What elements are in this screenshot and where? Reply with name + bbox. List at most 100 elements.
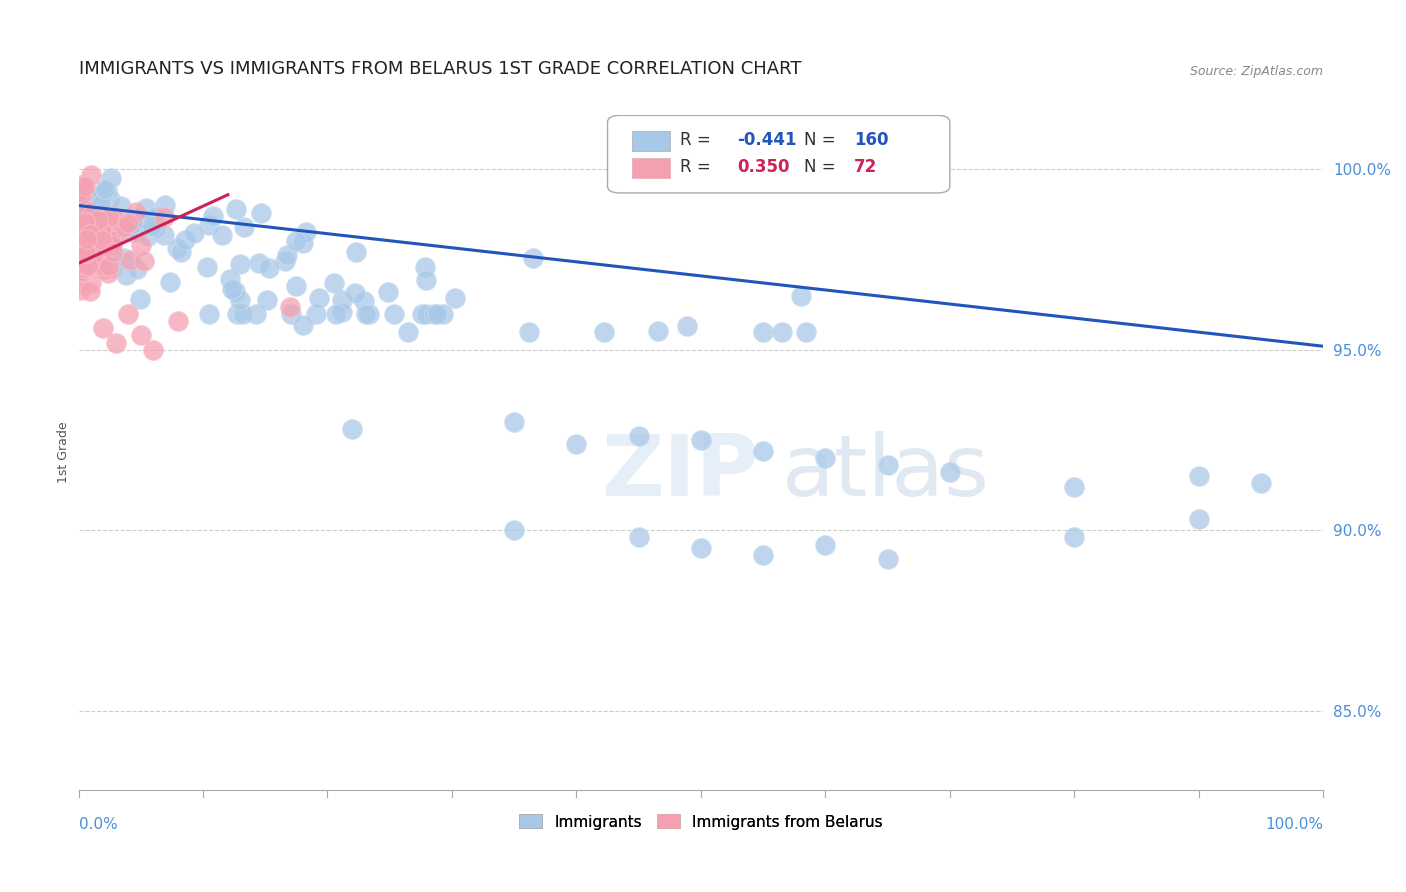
Point	[752, 443, 775, 458]
Point	[82, 210, 104, 224]
Point	[129, 237, 152, 252]
Point	[101, 261, 124, 276]
Point	[79, 227, 101, 241]
Point	[876, 458, 898, 473]
Point	[141, 219, 163, 234]
Point	[1063, 530, 1085, 544]
Point	[75, 187, 97, 202]
Point	[69, 228, 91, 243]
Point	[132, 254, 155, 268]
Point	[80, 222, 103, 236]
Point	[201, 209, 224, 223]
Point	[183, 226, 205, 240]
Point	[382, 307, 405, 321]
Text: 72: 72	[853, 158, 877, 177]
Point	[396, 325, 419, 339]
Point	[790, 288, 813, 302]
Legend: Immigrants, Immigrants from Belarus: Immigrants, Immigrants from Belarus	[519, 814, 883, 830]
Point	[100, 171, 122, 186]
Point	[233, 219, 256, 234]
Point	[291, 235, 314, 250]
Text: R =: R =	[679, 158, 716, 177]
Point	[67, 186, 90, 200]
Point	[75, 227, 97, 241]
Point	[97, 230, 120, 244]
Point	[90, 197, 112, 211]
Point	[167, 314, 190, 328]
Point	[72, 242, 94, 256]
Point	[69, 178, 91, 192]
Point	[1250, 476, 1272, 491]
Point	[330, 305, 353, 319]
Point	[96, 183, 118, 197]
Point	[647, 324, 669, 338]
Point	[125, 262, 148, 277]
Point	[690, 433, 713, 447]
Point	[794, 325, 817, 339]
Point	[97, 267, 120, 281]
Point	[415, 273, 437, 287]
Point	[93, 187, 115, 202]
Text: N =: N =	[804, 131, 841, 149]
Point	[354, 307, 377, 321]
Point	[67, 259, 90, 273]
Point	[226, 307, 249, 321]
Point	[67, 216, 90, 230]
Text: Source: ZipAtlas.com: Source: ZipAtlas.com	[1191, 65, 1323, 78]
Point	[73, 213, 96, 227]
Point	[876, 552, 898, 566]
Point	[294, 226, 316, 240]
Point	[72, 258, 94, 272]
Point	[76, 232, 98, 246]
Point	[69, 283, 91, 297]
Point	[1063, 480, 1085, 494]
Point	[273, 254, 295, 268]
Point	[87, 213, 110, 227]
Point	[79, 223, 101, 237]
Point	[752, 325, 775, 339]
Point	[101, 237, 124, 252]
Point	[77, 220, 100, 235]
Text: atlas: atlas	[782, 432, 990, 515]
Point	[256, 293, 278, 307]
Point	[221, 282, 243, 296]
Point	[195, 260, 218, 275]
Point	[70, 247, 93, 261]
Point	[72, 183, 94, 197]
Point	[79, 189, 101, 203]
Point	[249, 206, 271, 220]
Point	[229, 257, 252, 271]
Point	[377, 285, 399, 299]
Point	[80, 242, 103, 256]
Point	[80, 204, 103, 219]
Point	[104, 335, 127, 350]
Point	[145, 220, 167, 235]
Point	[93, 262, 115, 277]
Point	[93, 321, 115, 335]
Point	[90, 233, 112, 247]
Text: -0.441: -0.441	[737, 131, 796, 149]
Point	[73, 246, 96, 260]
Point	[939, 466, 962, 480]
Point	[70, 187, 93, 202]
Point	[323, 276, 346, 290]
Point	[690, 541, 713, 556]
Point	[413, 260, 436, 275]
Point	[75, 214, 97, 228]
Point	[198, 218, 221, 232]
Point	[136, 228, 159, 243]
Point	[330, 293, 353, 308]
Point	[128, 292, 150, 306]
Point	[91, 211, 114, 226]
Point	[82, 208, 104, 222]
Point	[115, 268, 138, 283]
Point	[84, 239, 107, 253]
Point	[87, 228, 110, 243]
Y-axis label: 1st Grade: 1st Grade	[58, 422, 70, 483]
Point	[87, 222, 110, 236]
Point	[89, 228, 111, 243]
Point	[67, 236, 90, 251]
Point	[211, 228, 233, 243]
Point	[110, 226, 132, 240]
Point	[79, 235, 101, 250]
